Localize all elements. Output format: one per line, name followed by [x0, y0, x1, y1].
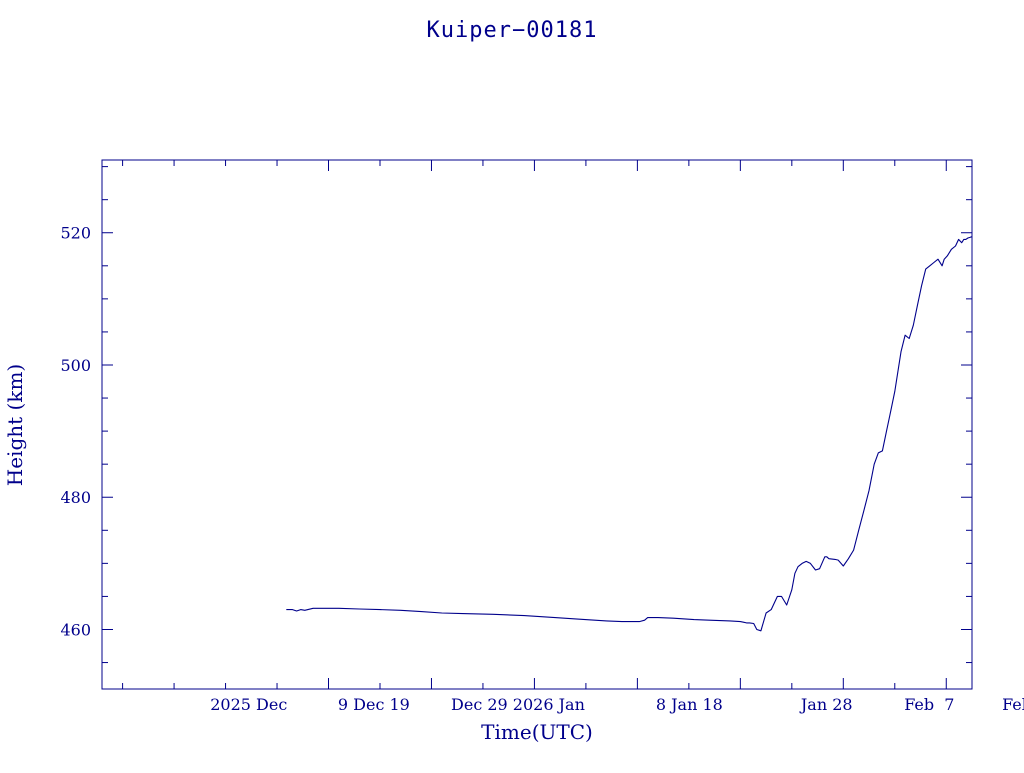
chart-title: Kuiper−00181 — [427, 18, 598, 43]
y-tick-label: 520 — [60, 224, 91, 243]
x-tick-label: 8 Jan 18 — [656, 695, 723, 714]
y-tick-label: 460 — [60, 620, 91, 639]
series-layer — [286, 236, 973, 632]
y-axis-label: Height (km) — [3, 364, 27, 486]
tick-labels: 460 480 500 520 2025 Dec 9 Dec 19 Dec 29 2026 … — [60, 224, 1024, 714]
x-tick-label: Feb 17 — [1002, 695, 1024, 714]
x-tick-label: Dec 29 2026 Jan — [451, 695, 585, 714]
x-axis-label: Time(UTC) — [481, 720, 593, 744]
x-tick-label: 2025 Dec — [210, 695, 287, 714]
height-series-line — [286, 236, 973, 632]
x-tick-label: Feb 7 — [904, 695, 954, 714]
y-tick-label: 480 — [60, 488, 91, 507]
plot-frame — [101, 159, 973, 690]
y-tick-label: 500 — [60, 356, 91, 375]
x-tick-label: Jan 28 — [799, 695, 853, 714]
axis-ticks — [102, 160, 972, 689]
x-tick-label: 9 Dec 19 — [338, 695, 410, 714]
